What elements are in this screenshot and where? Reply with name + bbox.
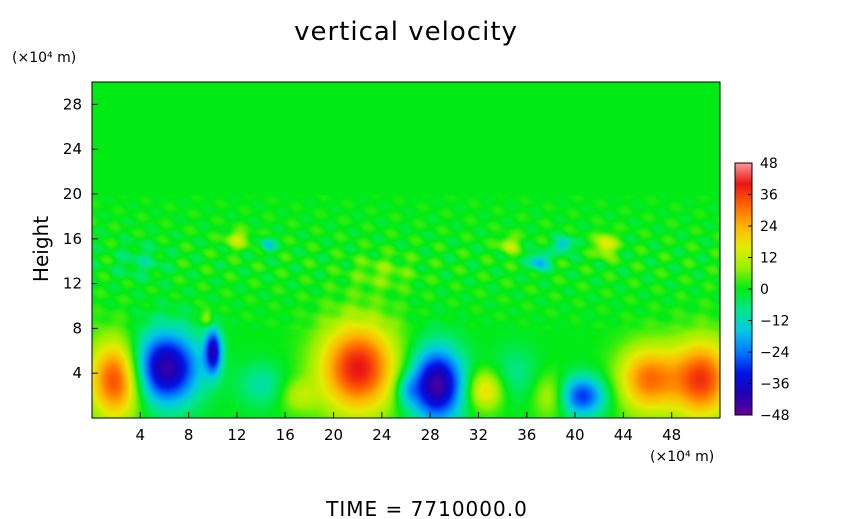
heatmap-canvas (92, 82, 720, 418)
x-tick-label: 12 (227, 426, 246, 444)
y-tick-label: 20 (63, 185, 82, 203)
x-axis-unit: (×10⁴ m) (650, 449, 714, 465)
colorbar: 48 36 24 12 0 −12 −24 −36 −48 (734, 156, 790, 424)
x-tick-label: 32 (469, 426, 488, 444)
colorbar-tick-label: 48 (760, 156, 778, 172)
y-axis-label: Height (29, 216, 53, 282)
x-tick-label: 28 (421, 426, 440, 444)
colorbar-tick-label: −12 (760, 314, 790, 330)
x-tick-label: 20 (324, 426, 343, 444)
y-tick-label: 8 (72, 319, 82, 337)
footer-time: TIME = 7710000.0 (325, 497, 528, 519)
colorbar-tick-label: −36 (760, 377, 790, 393)
x-tick-label: 48 (662, 426, 681, 444)
y-axis-unit: (×10⁴ m) (12, 50, 76, 66)
plot-frame (91, 81, 721, 419)
heatmap-plot (91, 81, 721, 419)
x-tick-label: 24 (372, 426, 391, 444)
colorbar-tick-label: 36 (760, 188, 778, 204)
y-axis-ticks: 4 8 12 16 20 24 28 (63, 95, 98, 382)
colorbar-tick-label: −24 (760, 345, 790, 361)
colorbar-tick-label: −48 (760, 408, 790, 424)
y-tick-label: 4 (72, 364, 82, 382)
x-axis-ticks: 4 8 12 16 20 24 28 32 36 40 44 48 (136, 412, 681, 444)
colorbar-ticks: 48 36 24 12 0 −12 −24 −36 −48 (748, 156, 790, 424)
y-tick-label: 28 (63, 95, 82, 113)
x-tick-label: 8 (184, 426, 194, 444)
y-tick-label: 24 (63, 140, 82, 158)
x-tick-label: 4 (136, 426, 146, 444)
y-tick-label: 12 (63, 275, 82, 293)
colorbar-tick-label: 0 (760, 282, 769, 298)
x-tick-label: 40 (566, 426, 585, 444)
colorbar-tick-label: 24 (760, 219, 778, 235)
x-tick-label: 36 (517, 426, 536, 444)
chart-title: vertical velocity (294, 17, 518, 47)
colorbar-tick-label: 12 (760, 251, 778, 267)
y-tick-label: 16 (63, 230, 82, 248)
x-tick-label: 16 (276, 426, 295, 444)
x-tick-label: 44 (614, 426, 633, 444)
